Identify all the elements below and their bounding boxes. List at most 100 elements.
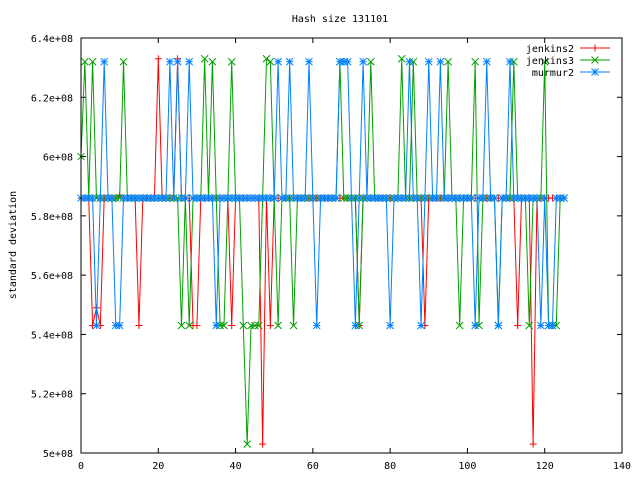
data-point-murmur2: [540, 194, 549, 202]
data-point-jenkins3: [243, 440, 252, 448]
data-point-murmur2: [100, 57, 109, 66]
data-point-murmur2: [289, 194, 298, 202]
data-point-jenkins3: [88, 57, 97, 66]
series-line-jenkins3: [80, 57, 565, 445]
data-point-murmur2: [467, 194, 476, 202]
data-point-murmur2: [366, 194, 375, 202]
data-point-murmur2: [336, 57, 344, 66]
y-tick-label: 5.2e+08: [31, 390, 73, 401]
data-point-murmur2: [92, 321, 101, 330]
data-point-murmur2: [471, 321, 480, 330]
data-point-murmur2: [374, 194, 383, 202]
data-point-jenkins3: [216, 321, 224, 330]
data-point-murmur2: [216, 194, 224, 202]
data-point-murmur2: [536, 321, 545, 330]
x-tick-label: 100: [458, 461, 476, 472]
data-point-murmur2: [436, 57, 445, 66]
data-point-jenkins3: [266, 57, 275, 66]
data-point-murmur2: [386, 321, 394, 330]
data-point-murmur2: [305, 57, 313, 66]
data-point-jenkins3: [339, 194, 348, 202]
data-point-murmur2: [459, 194, 468, 202]
y-tick-label: 5.6e+08: [31, 271, 73, 282]
data-point-murmur2: [560, 194, 568, 202]
data-point-murmur2: [401, 194, 410, 202]
data-point-murmur2: [544, 321, 553, 330]
data-point-murmur2: [490, 194, 499, 202]
data-point-murmur2: [494, 321, 503, 330]
data-point-jenkins2: [154, 55, 162, 63]
data-point-murmur2: [146, 194, 155, 202]
data-point-murmur2: [285, 57, 294, 66]
data-point-murmur2: [173, 57, 182, 66]
data-point-jenkins3: [208, 57, 217, 66]
data-point-jenkins3: [386, 194, 394, 202]
data-point-jenkins3: [409, 57, 418, 66]
series-murmur2: [77, 57, 568, 330]
data-point-jenkins3: [212, 194, 221, 202]
data-point-murmur2: [548, 321, 557, 330]
data-point-jenkins3: [289, 321, 298, 330]
data-point-murmur2: [355, 194, 364, 202]
y-tick-label: 6.4e+08: [31, 34, 73, 45]
data-point-murmur2: [513, 194, 522, 202]
data-point-jenkins3: [166, 194, 174, 202]
data-point-jenkins3: [262, 54, 271, 63]
data-point-murmur2: [424, 57, 433, 66]
data-point-jenkins3: [111, 194, 120, 202]
data-point-murmur2: [413, 194, 422, 202]
data-point-murmur2: [96, 194, 105, 202]
data-point-murmur2: [351, 321, 360, 330]
data-point-murmur2: [309, 194, 317, 202]
data-point-murmur2: [347, 194, 356, 202]
data-point-murmur2: [482, 57, 491, 66]
legend-label: jenkins2: [526, 44, 574, 55]
data-point-murmur2: [208, 194, 217, 202]
x-tick-label: 20: [152, 461, 164, 472]
data-point-jenkins3: [424, 194, 433, 202]
x-tick-label: 60: [307, 461, 319, 472]
data-point-jenkins2: [514, 322, 522, 330]
x-tick-labels: 0 20 40 60 80 100 120 140: [78, 461, 631, 472]
data-point-murmur2: [479, 194, 487, 202]
data-point-jenkins3: [359, 194, 367, 202]
data-point-jenkins3: [239, 321, 248, 330]
data-point-jenkins3: [506, 194, 514, 202]
data-point-jenkins3: [444, 57, 452, 66]
chart-title: Hash size 131101: [292, 14, 388, 25]
data-point-murmur2: [185, 57, 194, 66]
x-tick-label: 120: [536, 461, 554, 472]
data-point-jenkins3: [343, 194, 352, 202]
y-axis-label: standard deviation: [8, 191, 19, 299]
data-point-jenkins3: [251, 321, 259, 330]
data-point-murmur2: [223, 194, 232, 202]
x-tick-label: 0: [78, 461, 84, 472]
tick-marks: [80, 37, 623, 454]
data-point-jenkins3: [305, 194, 313, 202]
data-point-jenkins3: [405, 194, 414, 202]
data-point-murmur2: [301, 194, 309, 202]
data-point-murmur2: [169, 194, 178, 202]
series-line-murmur2: [81, 61, 565, 327]
data-point-murmur2: [502, 194, 510, 202]
data-point-jenkins3: [285, 194, 294, 202]
data-point-murmur2: [421, 194, 429, 202]
data-point-murmur2: [397, 194, 406, 202]
data-point-jenkins3: [220, 321, 228, 330]
data-point-jenkins3: [81, 57, 89, 66]
data-point-murmur2: [254, 194, 263, 202]
data-point-murmur2: [343, 57, 352, 66]
data-point-murmur2: [162, 194, 170, 202]
data-point-jenkins3: [482, 194, 491, 202]
data-point-jenkins3: [536, 194, 545, 202]
data-point-jenkins2: [135, 322, 143, 330]
y-tick-label: 5e+08: [43, 449, 73, 460]
data-point-jenkins3: [355, 321, 364, 330]
legend-marker-jenkins2: [591, 44, 599, 52]
y-tick-label: 6e+08: [43, 153, 73, 164]
data-point-jenkins3: [525, 321, 534, 330]
data-point-murmur2: [506, 57, 514, 66]
data-point-jenkins2: [266, 322, 274, 330]
legend-label: jenkins3: [526, 56, 574, 67]
